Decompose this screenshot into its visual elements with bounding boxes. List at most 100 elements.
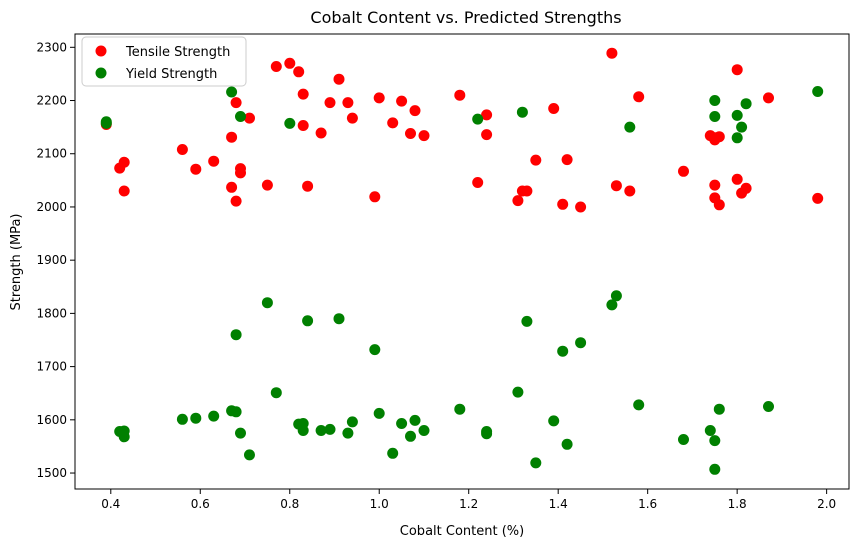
tensile-strength-point [293, 66, 305, 78]
tensile-strength-point [454, 89, 466, 101]
tensile-strength-point [557, 198, 569, 210]
tensile-strength-point [763, 92, 774, 104]
yield-strength-point [709, 435, 721, 447]
legend-frame [81, 36, 247, 87]
tensile-strength-point [812, 192, 824, 204]
tensile-strength-point [481, 129, 493, 141]
yield-strength-point [409, 414, 421, 426]
yield-strength-point [740, 98, 752, 110]
x-tick-label: 1.2 [459, 497, 478, 511]
x-tick-label: 0.8 [280, 497, 299, 511]
yield-strength-point [235, 427, 246, 439]
yield-strength-point [575, 337, 587, 349]
yield-strength-point [176, 413, 188, 425]
yield-strength-point [118, 431, 130, 443]
yield-strength-point [396, 418, 408, 429]
y-tick-label: 1800 [36, 306, 67, 320]
tensile-strength-point [633, 91, 645, 103]
legend-label-yield: Yield Strength [125, 67, 217, 82]
points-layer [100, 47, 824, 475]
legend-label-tensile: Tensile Strength [125, 45, 230, 60]
yield-strength-point [561, 438, 573, 450]
x-tick-label: 1.8 [728, 497, 747, 511]
tensile-strength-point [302, 180, 314, 192]
yield-strength-point [284, 117, 296, 129]
yield-strength-point [709, 95, 721, 106]
y-tick-label: 1900 [36, 253, 67, 267]
tensile-strength-point [176, 144, 188, 155]
yield-strength-point [208, 410, 220, 422]
yield-strength-point [610, 290, 622, 302]
yield-strength-point [315, 425, 327, 436]
tensile-strength-point [731, 64, 743, 76]
tensile-strength-point [409, 105, 421, 117]
tensile-strength-point [713, 131, 725, 143]
tensile-strength-point [561, 154, 573, 166]
yield-strength-point [633, 399, 645, 411]
tensile-strength-point [521, 185, 533, 197]
yield-strength-point [387, 447, 399, 459]
yield-strength-point [704, 425, 716, 436]
yield-strength-point [418, 425, 430, 436]
tensile-strength-point [530, 154, 542, 166]
tensile-strength-point [418, 130, 430, 142]
x-tick-label: 0.6 [191, 497, 210, 511]
tensile-strength-point [297, 88, 309, 100]
tensile-strength-point [678, 165, 689, 177]
tensile-strength-point [512, 195, 524, 207]
chart-title: Cobalt Content vs. Predicted Strengths [310, 8, 621, 27]
tensile-strength-point [324, 97, 336, 109]
yield-strength-point [557, 345, 569, 357]
tensile-strength-point [226, 131, 238, 143]
yield-strength-point [270, 387, 282, 399]
tensile-strength-point [230, 97, 242, 109]
tensile-strength-point [284, 57, 296, 69]
yield-strength-point [302, 315, 314, 327]
tensile-strength-point [369, 191, 381, 203]
yield-strength-point [373, 407, 385, 419]
yield-strength-point [230, 406, 242, 418]
yield-strength-point [736, 121, 748, 133]
y-tick-label: 1500 [36, 466, 67, 480]
plot-frame [74, 33, 850, 490]
y-tick-label: 2300 [36, 40, 67, 54]
tensile-strength-point [405, 128, 416, 139]
yield-strength-point [297, 418, 309, 429]
legend: Tensile Strength Yield Strength [81, 36, 247, 87]
yield-strength-point [261, 297, 273, 309]
yield-strength-point [516, 106, 528, 118]
yield-strength-point [763, 401, 774, 412]
yield-strength-point [812, 86, 824, 97]
yield-strength-point [512, 386, 524, 398]
tensile-strength-point [472, 177, 484, 188]
yield-strength-point [342, 427, 354, 439]
yield-strength-point [244, 449, 255, 461]
yield-strength-point [226, 86, 238, 98]
x-axis-ticks: 0.4 0.6 0.8 1.0 1.2 1.4 1.6 1.8 2.0 [101, 489, 836, 511]
x-tick-label: 1.6 [638, 497, 657, 511]
x-tick-label: 0.4 [101, 497, 120, 511]
tensile-strength-point [244, 112, 255, 124]
yield-strength-point [731, 132, 743, 144]
tensile-strength-point [342, 97, 354, 109]
x-tick-label: 1.0 [370, 497, 389, 511]
tensile-strength-point [226, 181, 238, 193]
tensile-strength-point [481, 109, 493, 121]
yield-strength-point [521, 315, 533, 327]
tensile-strength-point [740, 182, 752, 194]
yield-strength-point [709, 463, 721, 475]
yield-strength-point [606, 299, 618, 311]
tensile-strength-point [190, 163, 202, 175]
yield-strength-point [454, 403, 466, 415]
yield-strength-point [405, 430, 416, 442]
tensile-strength-point [118, 185, 130, 197]
tensile-strength-point [118, 156, 130, 168]
yield-strength-point [709, 111, 721, 122]
tensile-strength-point [606, 47, 618, 59]
yield-strength-point [324, 423, 336, 435]
yield-strength-point [190, 412, 202, 424]
tensile-strength-point [548, 103, 560, 114]
y-axis-label: Strength (MPa) [9, 214, 24, 311]
tensile-strength-point [333, 73, 345, 85]
